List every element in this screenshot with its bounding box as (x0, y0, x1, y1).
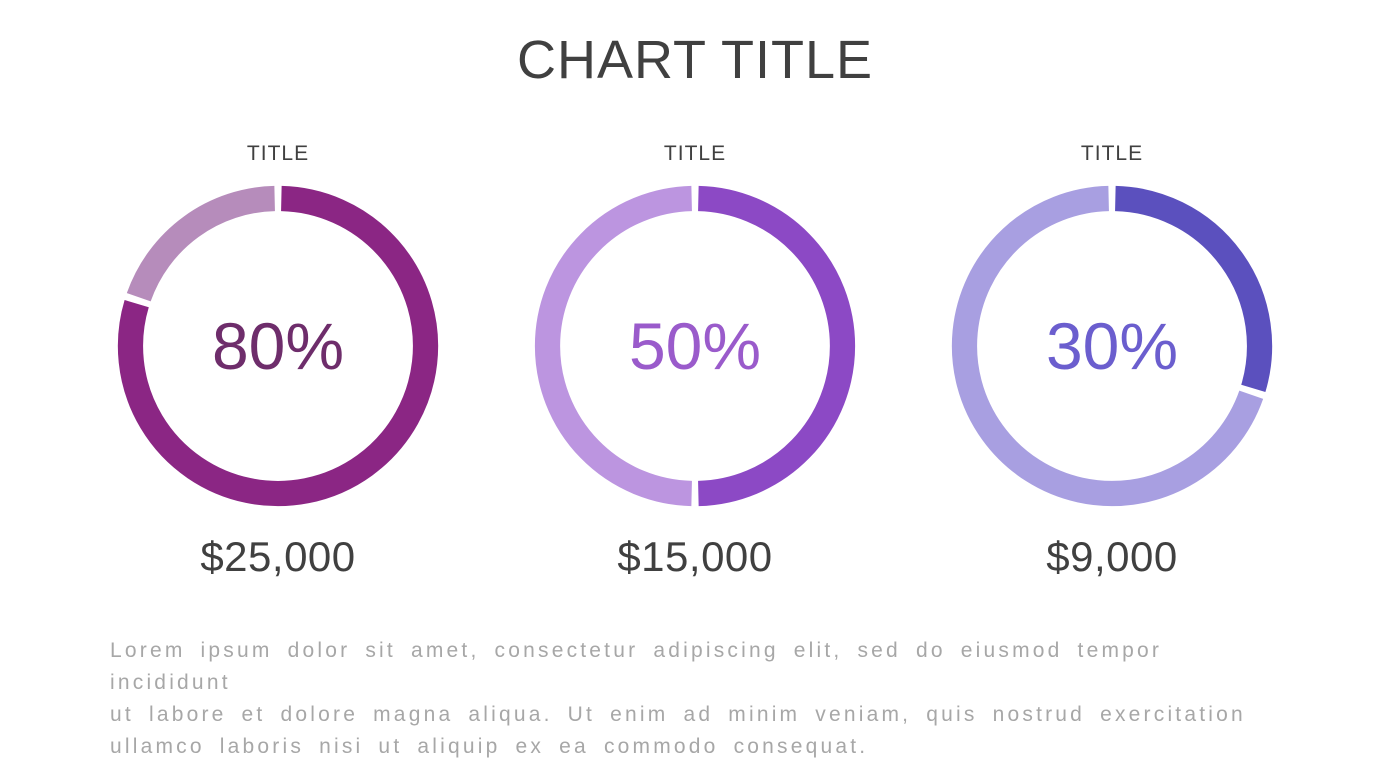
donut-segment-remainder (126, 185, 276, 302)
chart-title: CHART TITLE (516, 30, 874, 90)
donut-segment-filled (1114, 185, 1273, 392)
donut-title: TITLE (246, 141, 310, 165)
donut-percent-label: 80% (211, 308, 345, 383)
donut-card-1: TITLE 80% $25,000 (113, 141, 443, 581)
donut-segment-filled (117, 185, 439, 506)
donut-card-2: TITLE 50% $15,000 (530, 141, 860, 581)
donut-title: TITLE (663, 141, 727, 165)
description-text: Lorem ipsum dolor sit amet, consectetur … (110, 638, 1246, 758)
donut-title: TITLE (1080, 141, 1144, 165)
donut-segment-filled (698, 185, 856, 506)
donut-segment-remainder (951, 185, 1264, 506)
donut-value-label: $9,000 (1046, 532, 1178, 580)
donut-card-3: TITLE 30% $9,000 (947, 141, 1277, 581)
donut-value-label: $25,000 (200, 532, 356, 580)
donut-chart: 50% (530, 181, 860, 511)
donut-row: TITLE 80% $25,000 TITLE 50% $15,000 TITLE 30% $9… (0, 141, 1390, 581)
donut-value-label: $15,000 (617, 532, 773, 580)
donut-percent-label: 50% (628, 308, 762, 383)
donut-segment-remainder (534, 185, 692, 506)
donut-chart: 30% (947, 181, 1277, 511)
donut-chart: 80% (113, 181, 443, 511)
donut-percent-label: 30% (1045, 308, 1179, 383)
